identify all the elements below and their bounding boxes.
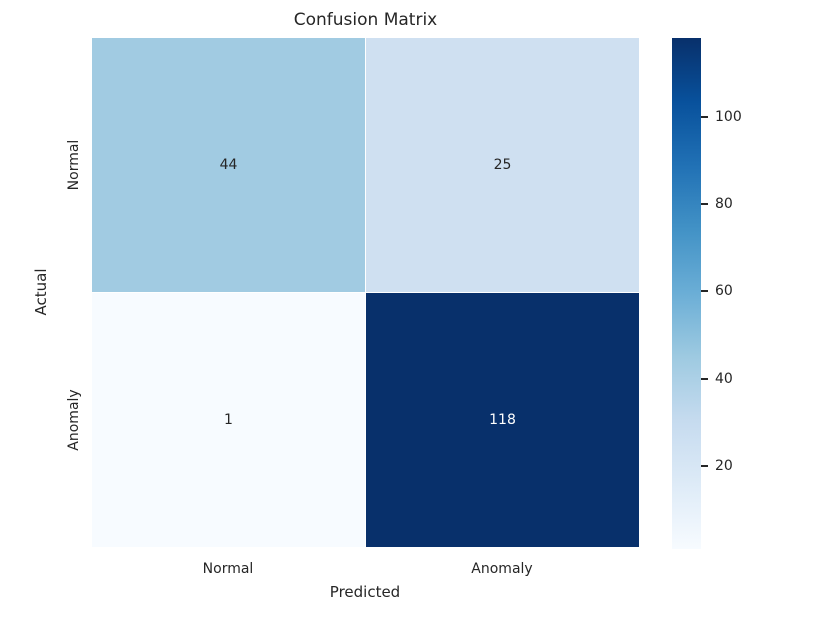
colorbar-tick-80: 80: [701, 196, 733, 212]
x-axis-label: Predicted: [329, 583, 401, 601]
tick-mark-icon: [701, 290, 708, 293]
colorbar-tick-label: 20: [715, 458, 733, 474]
colorbar-tick-60: 60: [701, 283, 733, 299]
colorbar-tick-label: 100: [715, 108, 742, 125]
x-tick-label-normal: Normal: [202, 561, 254, 577]
x-tick-label-anomaly: Anomaly: [471, 561, 533, 577]
colorbar-tick-40: 40: [701, 371, 733, 387]
tick-mark-icon: [701, 202, 708, 205]
tick-mark-icon: [701, 465, 708, 467]
heatmap-cell-actual-normal-predicted-anomaly: 25: [366, 38, 639, 292]
chart-title: Confusion Matrix: [293, 10, 438, 30]
colorbar-tick-100: 100: [701, 109, 742, 125]
tick-mark-icon: [701, 377, 708, 380]
colorbar-axis: 100 80 60 40 20: [701, 38, 761, 549]
heatmap-cell-actual-anomaly-predicted-normal: 1: [92, 293, 365, 547]
heatmap-grid: 44 25 1 118: [92, 38, 639, 547]
tick-mark-icon: [701, 115, 708, 118]
y-tick-label-anomaly: Anomaly: [66, 389, 82, 451]
y-tick-label-normal: Normal: [66, 139, 82, 191]
colorbar-tick-label: 80: [715, 195, 733, 212]
colorbar-gradient: [672, 38, 701, 549]
heatmap-cell-actual-normal-predicted-normal: 44: [92, 38, 365, 292]
colorbar-tick-20: 20: [701, 458, 733, 474]
colorbar-tick-label: 40: [715, 370, 733, 387]
heatmap-cell-actual-anomaly-predicted-anomaly: 118: [366, 293, 639, 547]
y-axis-label: Actual: [32, 268, 50, 316]
colorbar-tick-label: 60: [715, 283, 733, 300]
